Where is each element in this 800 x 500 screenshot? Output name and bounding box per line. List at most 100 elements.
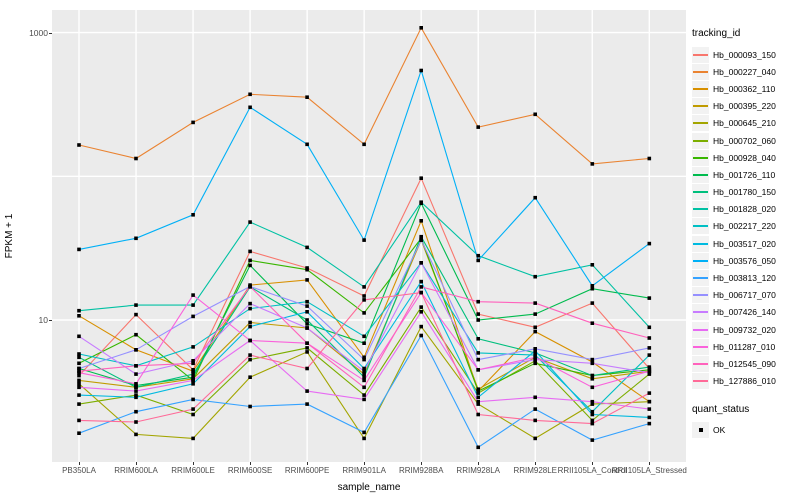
x-tick-mark xyxy=(478,462,480,465)
data-point xyxy=(248,353,252,357)
legend-key xyxy=(692,355,709,372)
data-point xyxy=(191,361,195,366)
data-point xyxy=(362,238,366,242)
y-tick-mark xyxy=(49,320,52,321)
legend-key xyxy=(692,287,709,304)
legend-item: Hb_000362_110 xyxy=(692,80,798,97)
data-point xyxy=(77,382,81,386)
data-point xyxy=(419,238,423,242)
data-point xyxy=(191,436,195,441)
legend-item: Hb_000227_040 xyxy=(692,63,798,80)
data-point xyxy=(590,421,595,426)
data-point xyxy=(248,258,252,263)
data-point xyxy=(533,355,537,360)
legend-title: tracking_id xyxy=(692,28,741,39)
data-point xyxy=(305,245,309,250)
data-point xyxy=(362,366,366,371)
data-point xyxy=(476,253,480,258)
x-tick-mark xyxy=(307,462,309,465)
data-point xyxy=(248,320,252,325)
legend-key xyxy=(692,132,709,149)
data-point xyxy=(305,310,309,314)
data-point xyxy=(305,402,309,406)
data-point xyxy=(590,402,595,406)
data-point xyxy=(647,399,652,404)
data-point xyxy=(77,366,81,371)
data-point xyxy=(476,445,480,450)
legend-item-label: Hb_000395_220 xyxy=(713,101,776,112)
data-point xyxy=(590,286,595,291)
legend-key xyxy=(692,98,709,115)
data-point xyxy=(134,420,138,424)
x-tick-label: RRIM600LE xyxy=(171,466,215,475)
legend-item: Hb_001780_150 xyxy=(692,184,798,201)
x-tick-label: RRIM928BA xyxy=(398,466,444,475)
data-point xyxy=(476,387,480,391)
data-point xyxy=(533,347,537,351)
data-point xyxy=(419,290,423,295)
legend-key xyxy=(692,338,709,355)
x-tick-label: RRII105LA_Stressed xyxy=(611,466,687,475)
x-tick-label: RRIM901LA xyxy=(342,466,386,475)
legend-item-label: Hb_000702_060 xyxy=(713,135,776,146)
data-point xyxy=(134,364,138,368)
data-point xyxy=(248,263,252,268)
legend-color-line xyxy=(693,345,708,348)
data-point xyxy=(248,92,252,97)
data-point xyxy=(476,412,480,417)
data-point xyxy=(305,346,309,350)
data-point xyxy=(590,412,595,417)
legend-item-label: Hb_009732_020 xyxy=(713,324,776,335)
data-point xyxy=(77,385,81,390)
data-point xyxy=(305,95,309,99)
legend-item-label: Hb_006717_070 xyxy=(713,290,776,301)
data-point xyxy=(647,365,652,369)
data-point xyxy=(590,361,595,366)
legend-color-line xyxy=(693,208,708,211)
black-square-marker-icon xyxy=(698,428,703,433)
legend-color-line xyxy=(693,53,708,56)
x-tick-mark xyxy=(364,462,366,465)
legend-item: Hb_003576_050 xyxy=(692,252,798,269)
x-tick-label: PB350LA xyxy=(62,466,96,475)
data-point xyxy=(362,372,366,376)
data-point xyxy=(533,418,537,423)
data-point xyxy=(419,200,423,204)
legend-key xyxy=(692,166,709,183)
quant-status-item: OK xyxy=(692,422,798,439)
legend-color-line xyxy=(693,242,708,245)
data-point xyxy=(647,407,652,411)
data-point xyxy=(362,436,366,441)
data-point xyxy=(590,373,595,378)
data-point xyxy=(191,359,195,363)
data-point xyxy=(590,321,595,325)
data-point xyxy=(248,375,252,379)
legend-color-line xyxy=(693,191,708,194)
legend-item-label: Hb_011287_010 xyxy=(713,341,776,352)
x-tick-mark xyxy=(79,462,80,465)
x-tick-mark xyxy=(193,462,195,465)
data-point xyxy=(134,156,138,161)
legend-item: Hb_011287_010 xyxy=(692,338,798,355)
x-tick-mark xyxy=(136,462,138,465)
legend-item: Hb_000395_220 xyxy=(692,98,798,115)
data-point xyxy=(77,352,81,356)
data-point xyxy=(305,350,309,354)
legend-key xyxy=(692,201,709,218)
legend-color-line xyxy=(693,328,708,331)
data-point xyxy=(305,341,309,345)
data-point xyxy=(419,333,423,338)
legend-item-label: Hb_001828_020 xyxy=(713,204,776,215)
data-point xyxy=(533,274,537,279)
data-point xyxy=(305,142,309,147)
legend-item-label: Hb_127886_010 xyxy=(713,376,776,387)
data-point xyxy=(533,436,537,441)
legend-key xyxy=(692,115,709,132)
quant-status-label: OK xyxy=(713,425,726,436)
legend-item-label: Hb_003813_120 xyxy=(713,273,776,284)
data-point xyxy=(77,418,81,423)
x-tick-label: RRIM600LA xyxy=(114,466,158,475)
data-point xyxy=(419,305,423,309)
plot-panel xyxy=(52,10,686,462)
legend-key xyxy=(692,218,709,235)
